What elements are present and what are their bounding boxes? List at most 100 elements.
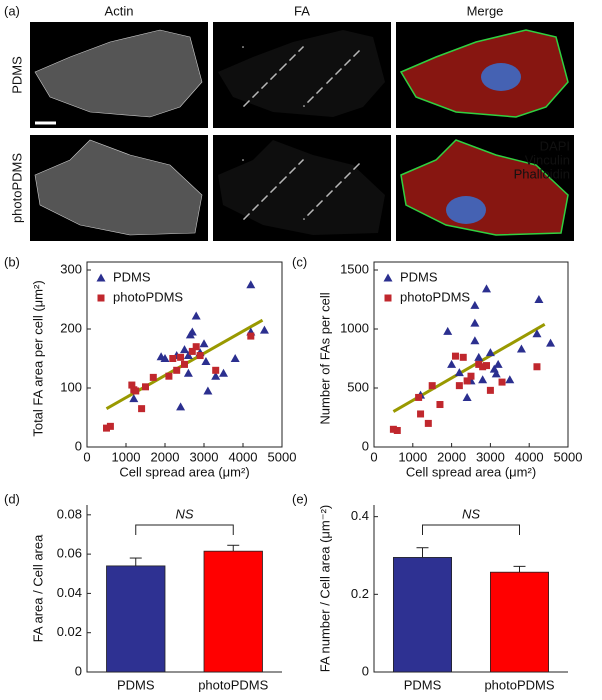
- fa-dot: [275, 73, 277, 75]
- fa-dot: [253, 95, 255, 97]
- marker: [415, 393, 423, 401]
- fa-dot: [254, 94, 256, 96]
- fa-dot: [311, 97, 313, 99]
- y-tick-label: 1000: [340, 320, 369, 335]
- fa-dot: [318, 90, 320, 92]
- fa-dot: [358, 50, 360, 52]
- image-legend: Vinculin: [525, 152, 570, 167]
- fa-dot: [252, 209, 254, 211]
- marker: [187, 327, 197, 336]
- marker: [534, 295, 544, 303]
- marker: [212, 366, 220, 374]
- fa-dot: [264, 197, 266, 199]
- fa-dot: [284, 64, 286, 66]
- fa-dot: [308, 213, 310, 215]
- fa-dot: [273, 75, 275, 77]
- y-tick-label: 500: [347, 379, 369, 394]
- fa-dot: [311, 210, 313, 212]
- marker: [417, 410, 425, 418]
- fa-dot: [345, 176, 347, 178]
- fa-dot: [326, 195, 328, 197]
- marker: [533, 363, 541, 371]
- y-tick-label: 0.08: [57, 506, 82, 521]
- x-tick-label: 2000: [151, 449, 180, 464]
- marker: [183, 368, 193, 377]
- fa-dot: [309, 212, 311, 214]
- fa-dot: [263, 198, 265, 200]
- fa-dot: [266, 82, 268, 84]
- marker: [230, 354, 240, 362]
- fa-dot: [339, 69, 341, 71]
- micrograph: [213, 22, 391, 128]
- panel-label: (b): [4, 254, 20, 269]
- fa-dot: [337, 71, 339, 73]
- marker: [176, 402, 186, 411]
- fa-dot: [257, 91, 259, 93]
- fa-dot: [300, 161, 302, 163]
- column-label: FA: [294, 3, 310, 18]
- fa-dot: [275, 186, 277, 188]
- fa-dot: [281, 180, 283, 182]
- fa-dot: [303, 218, 305, 220]
- legend-marker: [383, 273, 393, 282]
- marker: [106, 422, 114, 430]
- fa-dot: [349, 172, 351, 174]
- marker: [436, 401, 444, 409]
- bar: [489, 571, 549, 673]
- marker: [459, 353, 467, 361]
- fa-dot: [336, 72, 338, 74]
- fa-dot: [356, 52, 358, 54]
- y-axis-label: FA area / Cell area: [30, 534, 45, 642]
- fa-dot: [319, 202, 321, 204]
- legend-label: PDMS: [400, 269, 438, 284]
- marker: [546, 338, 556, 347]
- marker: [455, 382, 463, 390]
- marker: [474, 352, 484, 361]
- fa-dot: [245, 216, 247, 218]
- legend-marker: [96, 273, 106, 282]
- y-tick-label: 0.2: [351, 586, 369, 601]
- marker: [201, 356, 211, 365]
- fa-dot: [248, 100, 250, 102]
- x-tick-label: 4000: [515, 449, 544, 464]
- y-tick-label: 1500: [340, 261, 369, 276]
- fa-dot: [353, 55, 355, 57]
- fa-dot: [358, 163, 360, 165]
- fa-dot: [354, 54, 356, 56]
- marker: [160, 354, 170, 362]
- x-tick-label: 2000: [437, 449, 466, 464]
- fa-dot: [348, 173, 350, 175]
- fa-dot: [263, 85, 265, 87]
- fa-dot: [271, 77, 273, 79]
- fa-dot: [329, 79, 331, 81]
- marker: [486, 386, 494, 394]
- fa-dot: [321, 200, 323, 202]
- cell: [218, 140, 385, 235]
- panel-label: (e): [292, 491, 308, 506]
- fa-dot: [336, 185, 338, 187]
- y-tick-label: 0.04: [57, 585, 82, 600]
- fa-dot: [345, 63, 347, 65]
- marker: [177, 353, 185, 361]
- marker: [188, 347, 196, 355]
- marker: [505, 375, 515, 384]
- fa-dot: [319, 89, 321, 91]
- fa-dot: [320, 88, 322, 90]
- x-tick-label: photoPDMS: [484, 677, 554, 692]
- fa-dot: [253, 208, 255, 210]
- marker: [475, 360, 483, 368]
- fa-dot: [281, 67, 283, 69]
- x-tick-label: 5000: [268, 449, 297, 464]
- marker: [516, 344, 526, 353]
- fa-dot: [257, 204, 259, 206]
- fa-dot: [330, 191, 332, 193]
- fa-dot: [271, 190, 273, 192]
- marker: [482, 284, 492, 293]
- y-tick-label: 100: [60, 379, 82, 394]
- fa-dot: [338, 70, 340, 72]
- micrograph: [396, 22, 574, 128]
- fa-dot: [340, 68, 342, 70]
- x-axis-label: Cell spread area (μm²): [406, 464, 536, 479]
- x-tick-label: PDMS: [117, 677, 155, 692]
- marker: [246, 280, 256, 289]
